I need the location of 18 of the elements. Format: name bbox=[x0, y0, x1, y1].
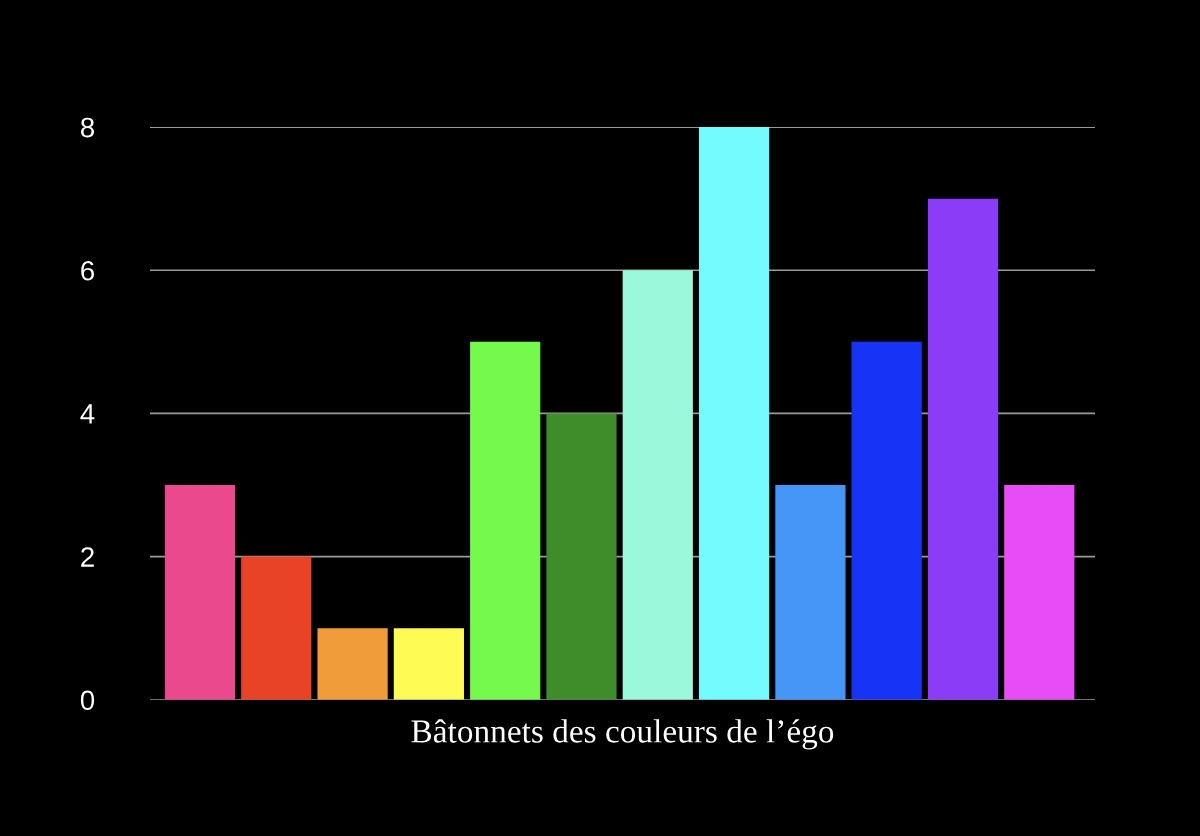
bar bbox=[622, 270, 693, 700]
bar bbox=[927, 198, 999, 700]
bar bbox=[1004, 484, 1075, 700]
y-tick-label: 2 bbox=[81, 547, 94, 567]
bar bbox=[851, 341, 922, 700]
bar bbox=[698, 127, 770, 700]
bar bbox=[241, 556, 312, 700]
bar bbox=[775, 484, 846, 700]
y-tick-label: 8 bbox=[80, 117, 95, 138]
bar bbox=[546, 413, 617, 700]
y-tick-label: 0 bbox=[80, 690, 95, 711]
x-axis-title: Bâtonnets des couleurs de l’égo bbox=[411, 719, 834, 750]
bar bbox=[164, 484, 236, 700]
bar bbox=[470, 341, 541, 700]
bar bbox=[393, 628, 464, 700]
y-tick-label: 6 bbox=[81, 260, 94, 281]
y-tick-label: 4 bbox=[80, 404, 95, 424]
bar bbox=[317, 628, 388, 700]
